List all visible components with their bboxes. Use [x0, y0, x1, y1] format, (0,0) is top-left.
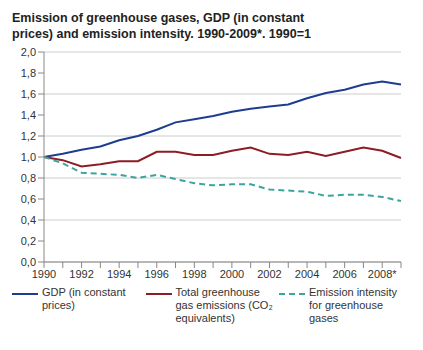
svg-text:2000: 2000 — [220, 268, 244, 280]
svg-text:1994: 1994 — [107, 268, 131, 280]
html-text:Total greenhouse gas emissions: Total greenhouse gas emissions (CO₂ equi… — [175, 286, 273, 324]
svg-text:0,8: 0,8 — [21, 172, 36, 184]
svg-text:0,4: 0,4 — [21, 214, 36, 226]
svg-text:2,0: 2,0 — [21, 46, 36, 58]
svg-text:1990: 1990 — [32, 268, 56, 280]
html-text:Emission intensity for greenho: Emission intensity for greenhouse gases — [309, 286, 397, 324]
svg-text:1998: 1998 — [182, 268, 206, 280]
svg-text:2004: 2004 — [295, 268, 319, 280]
svg-text:1996: 1996 — [144, 268, 168, 280]
svg-text:0,6: 0,6 — [21, 193, 36, 205]
svg-text:1,2: 1,2 — [21, 130, 36, 142]
svg-text:1,4: 1,4 — [21, 109, 36, 121]
svg-text:1,0: 1,0 — [21, 151, 36, 163]
svg-text:2002: 2002 — [257, 268, 281, 280]
html-text:GDP (in constant prices): GDP (in constant prices) — [42, 286, 126, 311]
svg-text:2006: 2006 — [332, 268, 356, 280]
svg-text:0,2: 0,2 — [21, 235, 36, 247]
svg-text:1992: 1992 — [69, 268, 93, 280]
svg-text:0,0: 0,0 — [21, 256, 36, 268]
svg-text:1,8: 1,8 — [21, 67, 36, 79]
svg-text:2008*: 2008* — [368, 268, 397, 280]
svg-text:1,6: 1,6 — [21, 88, 36, 100]
html-text:Emission of greenhouse gases,: Emission of greenhouse gases, GDP (in co… — [12, 11, 311, 41]
